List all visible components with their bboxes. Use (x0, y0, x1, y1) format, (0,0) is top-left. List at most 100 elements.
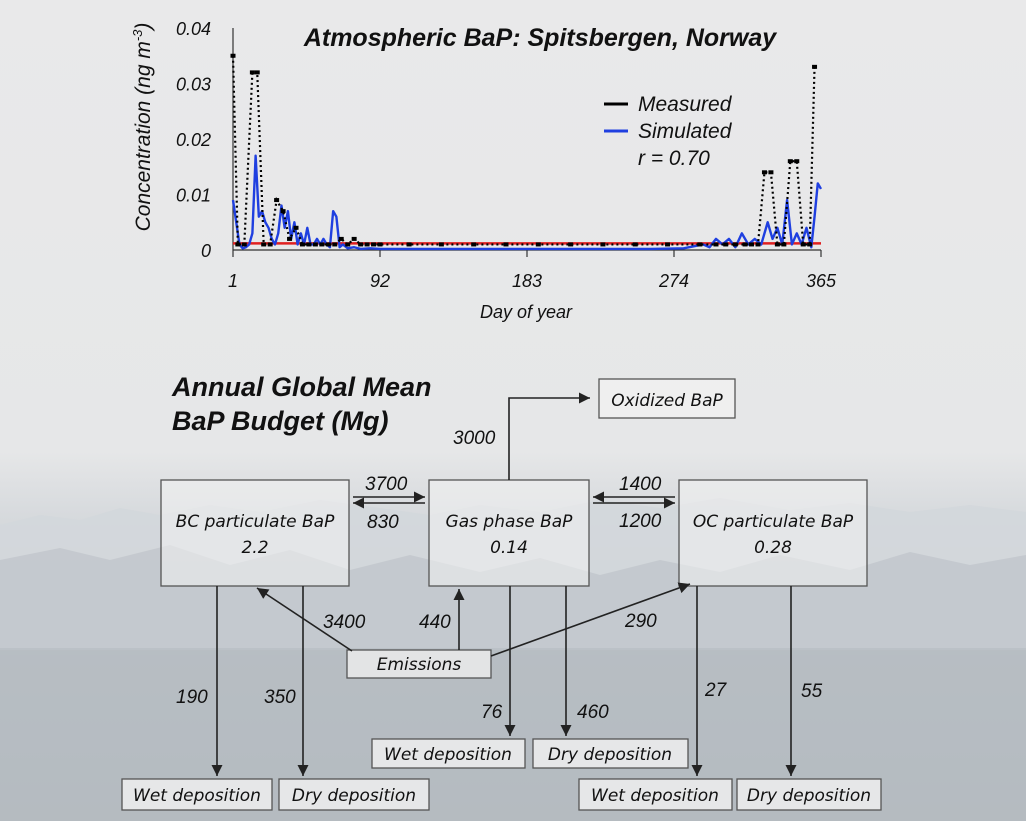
oxidized-bap-label: Oxidized BaP (611, 391, 723, 411)
measured-point (377, 242, 383, 247)
x-tick-label: 183 (512, 271, 542, 291)
gas-wet-deposition-box: Wet deposition (371, 738, 526, 769)
flow-label-290: 290 (624, 611, 657, 632)
flow-label-55: 55 (801, 681, 823, 702)
x-tick-label: 1 (228, 271, 238, 291)
time-series-chart: Atmospheric BaP: Spitsbergen, Norway Con… (130, 19, 837, 322)
measured-point (812, 64, 818, 69)
arrow-emissions-to-oc (490, 582, 691, 657)
measured-point (781, 242, 787, 247)
x-tick-label: 92 (370, 271, 390, 291)
bc-particulate-label: BC particulate BaP (176, 512, 335, 532)
y-tick-label: 0.02 (176, 130, 211, 150)
flow-label-190: 190 (176, 687, 208, 708)
correlation-annotation: r = 0.70 (638, 147, 710, 170)
budget-title-line1: Annual Global Mean (171, 372, 432, 402)
measured-point (280, 209, 286, 214)
flow-label-3000: 3000 (453, 428, 496, 449)
oc-dry-deposition-label: Dry deposition (747, 786, 871, 806)
arrow-emissions-to-bc (256, 587, 353, 652)
measured-point (299, 242, 305, 247)
measured-point (371, 242, 377, 247)
measured-point (768, 170, 774, 175)
oc-particulate-box: OC particulate BaP 0.28 (678, 479, 868, 587)
oxidized-bap-box: Oxidized BaP (598, 378, 736, 419)
legend-measured-label: Measured (638, 93, 733, 116)
bc-particulate-box: BC particulate BaP 2.2 (160, 479, 350, 587)
measured-point (241, 242, 247, 247)
flow-label-830: 830 (367, 512, 399, 533)
flow-labels: 3000 3700 830 1400 1200 3400 440 290 190… (176, 428, 823, 723)
legend-simulated-label: Simulated (638, 120, 733, 143)
measured-series-line (231, 55, 816, 246)
measured-point (749, 242, 755, 247)
measured-point (471, 242, 477, 247)
measured-point (287, 236, 293, 241)
measured-point (325, 242, 331, 247)
flow-label-76: 76 (481, 702, 503, 723)
measured-point (249, 70, 255, 75)
measured-point (438, 242, 444, 247)
y-tick-label: 0 (201, 241, 211, 261)
budget-title-line2: BaP Budget (Mg) (172, 406, 388, 436)
measured-point (600, 242, 606, 247)
measured-point (274, 198, 280, 203)
y-tick-label: 0.04 (176, 19, 211, 39)
x-axis-label: Day of year (480, 302, 573, 322)
measured-point (807, 242, 813, 247)
measured-point (665, 242, 671, 247)
emissions-label: Emissions (377, 655, 462, 675)
flow-label-1200: 1200 (619, 511, 662, 532)
measured-point (535, 242, 541, 247)
measured-point (787, 159, 793, 164)
arrow-gas-to-oxidized (508, 392, 590, 480)
y-axis-ticks: 0 0.01 0.02 0.03 0.04 (176, 19, 211, 261)
y-axis-label: Concentration (ng m-3) (130, 23, 155, 232)
flow-label-1400: 1400 (619, 474, 662, 495)
bc-wet-deposition-box: Wet deposition (121, 778, 273, 811)
measured-point (742, 242, 748, 247)
measured-point (351, 236, 357, 241)
flow-label-350: 350 (264, 687, 296, 708)
oc-wet-deposition-box: Wet deposition (578, 778, 733, 811)
flow-label-3400: 3400 (323, 612, 366, 633)
gas-phase-value: 0.14 (490, 538, 528, 558)
oc-dry-deposition-box: Dry deposition (736, 778, 882, 811)
measured-point (267, 242, 273, 247)
y-tick-label: 0.03 (176, 75, 211, 95)
flow-arrows (211, 392, 797, 776)
measured-point (364, 242, 370, 247)
flow-label-440: 440 (419, 612, 451, 633)
measured-point (254, 70, 260, 75)
y-tick-label: 0.01 (176, 186, 211, 206)
x-axis-ticks: 1 92 183 274 365 (228, 250, 837, 291)
measured-point (261, 242, 267, 247)
flow-label-3700: 3700 (365, 474, 408, 495)
simulated-series-line (231, 154, 823, 251)
legend: Measured Simulated r = 0.70 (604, 93, 733, 170)
oc-wet-deposition-label: Wet deposition (591, 786, 719, 806)
plot-area (230, 53, 823, 251)
measured-point (713, 242, 719, 247)
bc-dry-deposition-box: Dry deposition (278, 778, 430, 811)
x-tick-label: 274 (658, 271, 689, 291)
budget-diagram: Annual Global Mean BaP Budget (Mg) Oxidi… (121, 372, 882, 811)
measured-point (332, 242, 338, 247)
measured-point (755, 242, 761, 247)
measured-point (293, 225, 299, 230)
flow-label-460: 460 (577, 702, 609, 723)
oc-particulate-value: 0.28 (754, 538, 792, 558)
x-tick-label: 365 (806, 271, 837, 291)
gas-phase-box: Gas phase BaP 0.14 (428, 479, 590, 587)
measured-point (406, 242, 412, 247)
gas-dry-deposition-box: Dry deposition (532, 738, 689, 769)
oc-particulate-label: OC particulate BaP (693, 512, 854, 532)
measured-point (800, 242, 806, 247)
measured-point (761, 170, 767, 175)
emissions-box: Emissions (346, 649, 492, 679)
measured-point (306, 242, 312, 247)
measured-point (794, 159, 800, 164)
measured-point (723, 242, 729, 247)
measured-point (312, 242, 318, 247)
